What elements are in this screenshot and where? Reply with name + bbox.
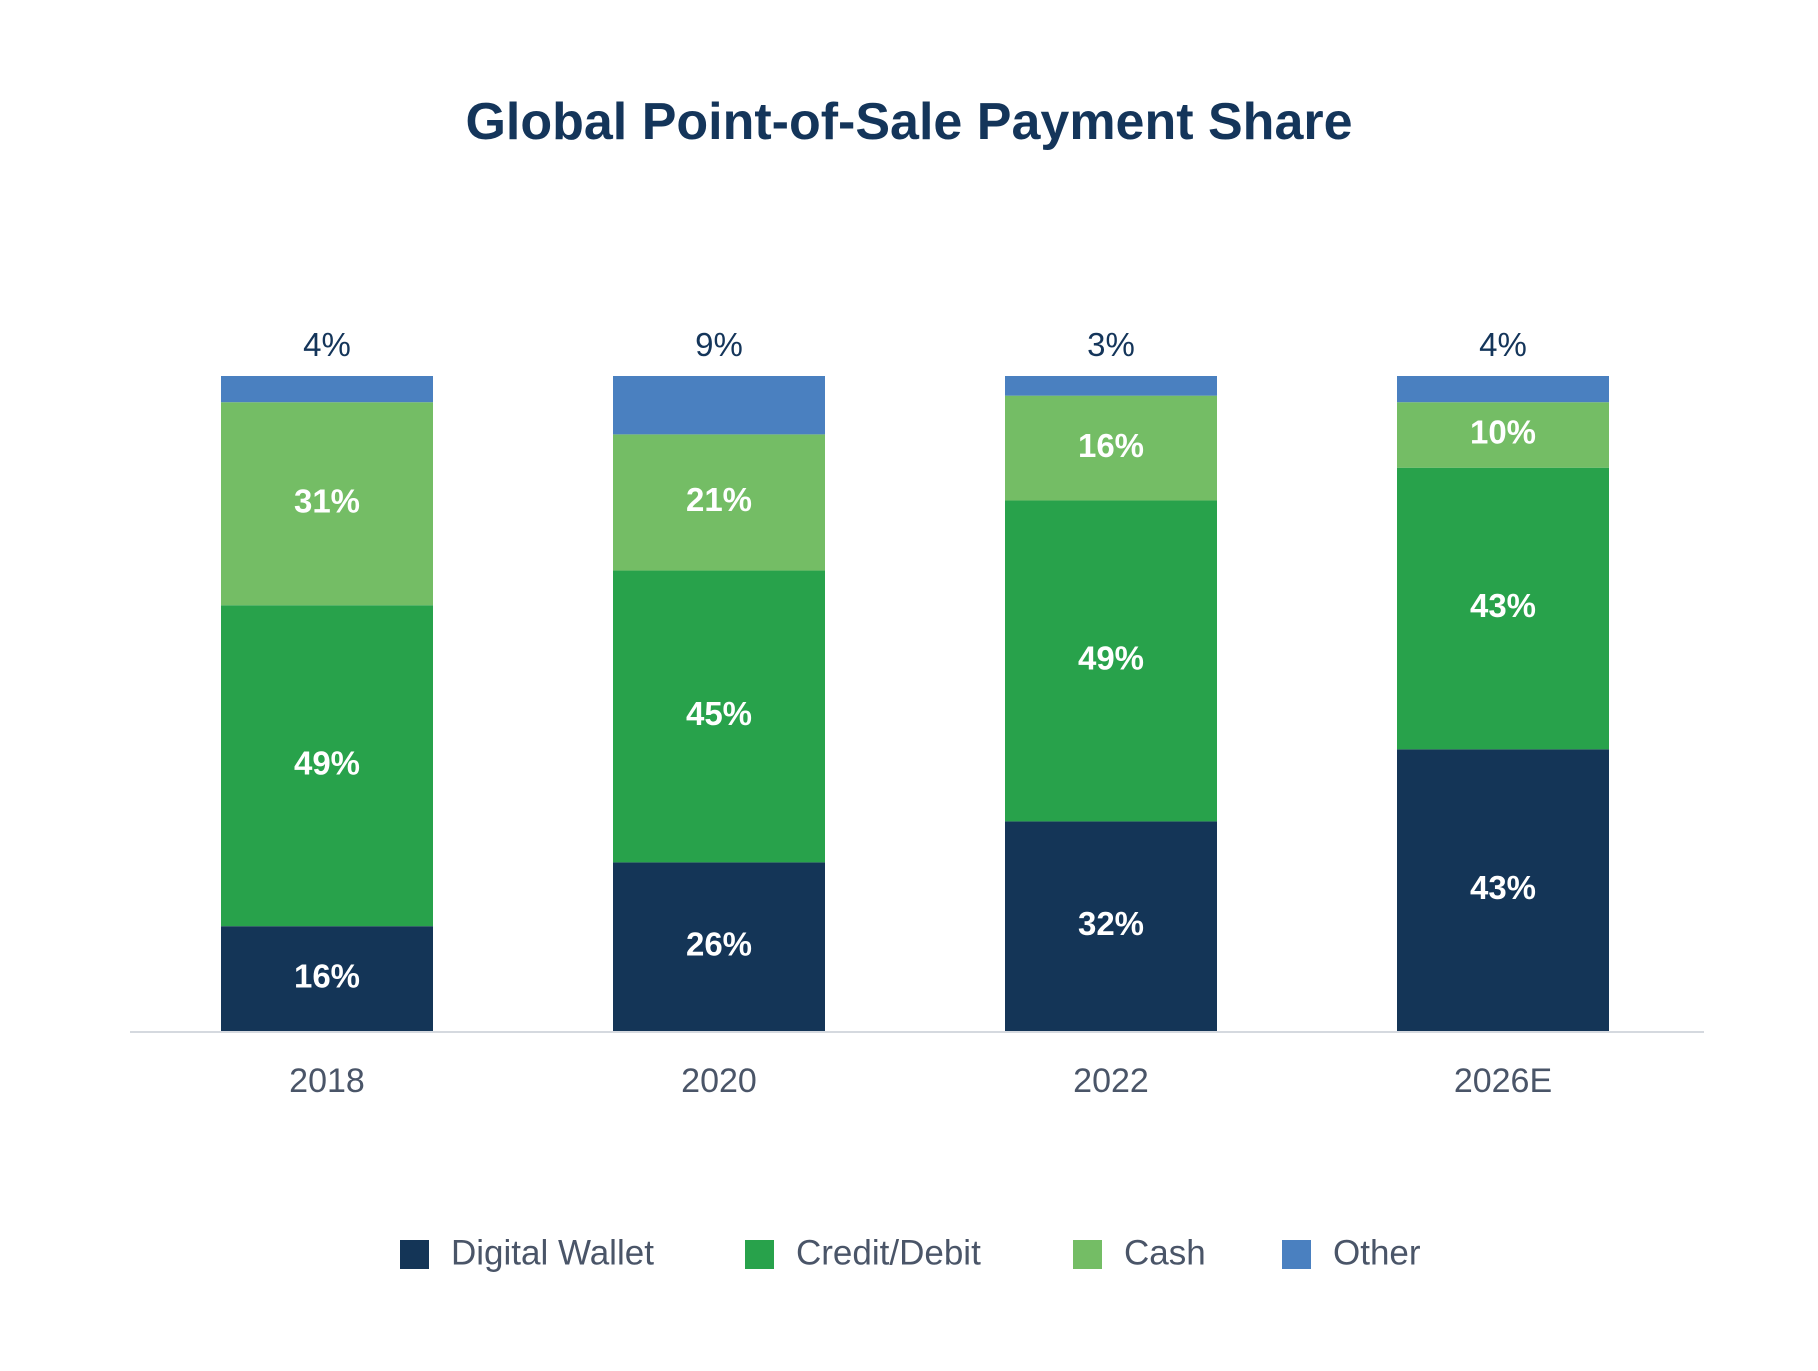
bar-2018-credit-debit bbox=[221, 605, 433, 927]
x-tick-label-2020: 2020 bbox=[681, 1062, 757, 1100]
data-label-2020-cash: 21% bbox=[686, 481, 752, 518]
bar-2026e-other bbox=[1397, 376, 1609, 403]
legend-label-credit-debit: Credit/Debit bbox=[796, 1233, 981, 1272]
data-label-2020-other: 9% bbox=[695, 326, 743, 363]
data-label-2026e-digital-wallet: 43% bbox=[1470, 869, 1536, 906]
bar-2018-cash bbox=[221, 402, 433, 606]
data-label-2022-credit-debit: 49% bbox=[1078, 640, 1144, 677]
bar-2026e-digital-wallet bbox=[1397, 749, 1609, 1031]
data-label-2020-credit-debit: 45% bbox=[686, 695, 752, 732]
bar-2020-cash bbox=[613, 434, 825, 571]
data-label-2018-other: 4% bbox=[303, 326, 351, 363]
bar-2018-other bbox=[221, 376, 433, 403]
bar-2022-credit-debit bbox=[1005, 500, 1217, 822]
legend-label-cash: Cash bbox=[1124, 1233, 1206, 1272]
bar-2022-other bbox=[1005, 376, 1217, 396]
x-tick-label-2022: 2022 bbox=[1073, 1062, 1149, 1100]
chart-title: Global Point-of-Sale Payment Share bbox=[465, 93, 1353, 151]
bar-2020-credit-debit bbox=[613, 570, 825, 863]
data-label-2018-credit-debit: 49% bbox=[294, 744, 360, 781]
data-label-2026e-credit-debit: 43% bbox=[1470, 587, 1536, 624]
bars-layer bbox=[221, 376, 1609, 1031]
x-tick-label-2018: 2018 bbox=[289, 1062, 365, 1100]
bar-2022-digital-wallet bbox=[1005, 821, 1217, 1031]
data-label-2022-digital-wallet: 32% bbox=[1078, 905, 1144, 942]
legend-swatch-digital-wallet bbox=[400, 1240, 429, 1269]
legend-label-other: Other bbox=[1333, 1233, 1421, 1272]
bar-2026e-cash bbox=[1397, 402, 1609, 468]
data-label-2026e-cash: 10% bbox=[1470, 414, 1536, 451]
data-label-2022-other: 3% bbox=[1087, 326, 1135, 363]
legend-swatch-other bbox=[1282, 1240, 1311, 1269]
bar-2026e-credit-debit bbox=[1397, 467, 1609, 750]
legend-swatch-credit-debit bbox=[745, 1240, 774, 1269]
bar-2022-cash bbox=[1005, 395, 1217, 501]
data-label-2022-cash: 16% bbox=[1078, 427, 1144, 464]
data-label-2018-digital-wallet: 16% bbox=[294, 957, 360, 994]
legend-label-digital-wallet: Digital Wallet bbox=[451, 1233, 654, 1272]
data-label-2020-digital-wallet: 26% bbox=[686, 925, 752, 962]
x-tick-label-2026e: 2026E bbox=[1454, 1062, 1552, 1100]
labels-layer: 16% 49% 31% 4% 2018 26% 45% 21% 9% 2020 32% 49% 16% 3… bbox=[289, 326, 1552, 1100]
data-label-2026e-other: 4% bbox=[1479, 326, 1527, 363]
bar-2020-digital-wallet bbox=[613, 862, 825, 1031]
bar-2018-digital-wallet bbox=[221, 926, 433, 1031]
legend: Digital Wallet Credit/Debit Cash Other bbox=[400, 1233, 1421, 1272]
bar-2020-other bbox=[613, 376, 825, 435]
data-label-2018-cash: 31% bbox=[294, 482, 360, 519]
legend-swatch-cash bbox=[1073, 1240, 1102, 1269]
